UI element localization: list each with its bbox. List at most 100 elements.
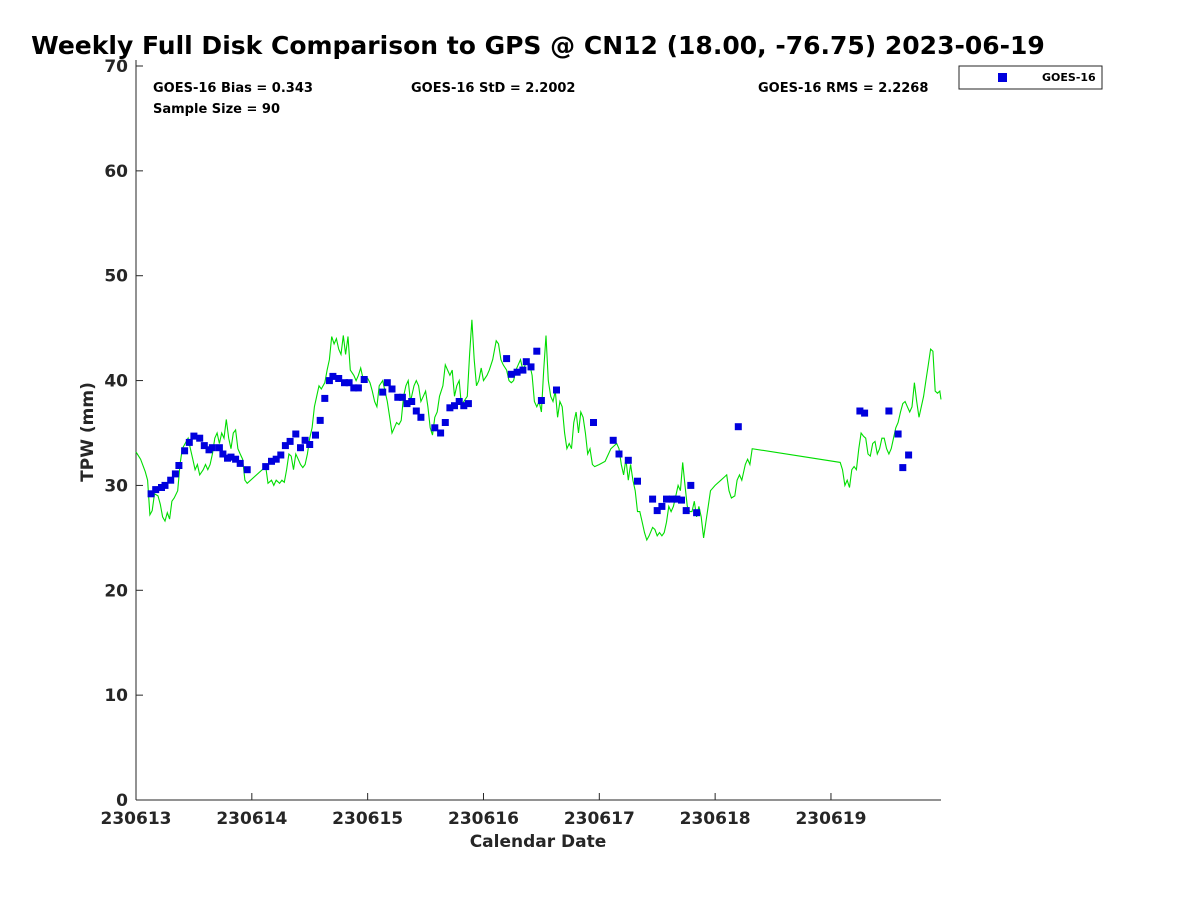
goes-16-point [292,430,300,438]
goes-16-point [503,355,511,363]
y-axis-label: TPW (mm) [78,382,98,482]
goes-16-point [341,379,348,387]
y-tick-label: 40 [104,372,128,392]
goes-16-point [437,429,445,437]
goes-16-point [236,459,244,467]
goes-16-point [350,384,358,392]
x-axis-label: Calendar Date [470,832,607,852]
goes-16-point [507,370,515,378]
goes-16-point [403,400,411,408]
legend: GOES-16 [958,65,1103,90]
goes-16-point [167,476,175,484]
goes-16-point [649,495,657,503]
x-axis-ticks: 230613 230614 230615 230616 230617 230618 2306… [101,793,866,829]
goes-16-point [208,444,216,452]
goes-16-point [455,398,463,405]
legend-box [958,65,1103,90]
goes-16-point [658,502,666,510]
goes-16-point [301,436,309,444]
goes-16-point [441,419,449,426]
goes-16-point [196,434,204,442]
goes-16-point [885,407,893,415]
goes-16-point [693,509,701,517]
goes-16-point [673,495,681,503]
bias-stat: GOES-16 Bias = 0.343 [153,81,313,96]
goes-16-point [262,463,270,471]
goes-16-point [527,363,535,371]
goes-16-point [533,347,541,355]
goes-16-point [329,372,337,380]
x-tick-label: 230615 [332,809,403,829]
goes-16-point [417,413,425,421]
gps-line [135,319,942,542]
goes-16-point [306,441,314,448]
std-stat: GOES-16 StD = 2.2002 [411,81,575,96]
goes-16-point [634,477,641,485]
goes-16-series [147,347,913,517]
goes-16-point [653,507,661,515]
goes-16-point [856,407,864,415]
goes-16-point [232,455,240,463]
goes-16-point [451,402,458,410]
goes-16-point [412,407,420,415]
goes-16-point [431,424,439,432]
goes-16-point [345,379,353,387]
goes-16-point [147,490,155,498]
x-tick-label: 230614 [216,809,287,829]
rms-stat: GOES-16 RMS = 2.2268 [758,81,928,96]
goes-16-point [609,436,617,444]
goes-16-point [861,409,869,417]
y-tick-label: 70 [104,57,128,77]
goes-16-point [277,451,285,459]
goes-16-point [185,438,193,446]
goes-16-point [272,455,280,463]
gps-series [135,319,942,542]
goes-16-point [464,400,472,408]
goes-16-point [687,481,695,489]
goes-16-point [181,447,189,455]
goes-16-point [446,404,454,412]
goes-16-point [175,462,183,469]
goes-16-point [360,376,368,383]
goes-16-point [905,451,913,459]
goes-16-point [590,419,597,426]
goes-16-point [663,495,670,503]
y-tick-label: 0 [116,791,128,811]
goes-16-point [312,431,319,439]
x-tick-label: 230618 [680,809,751,829]
legend-marker-goes-16 [998,73,1007,82]
goes-16-point [325,377,333,385]
goes-16-point [268,457,275,465]
goes-16-point [286,437,294,445]
goes-16-point [354,384,362,392]
goes-16-point [281,442,289,450]
y-tick-label: 30 [104,476,128,496]
chart-title: Weekly Full Disk Comparison to GPS @ CN1… [31,31,1045,60]
goes-16-point [678,496,685,504]
goes-16-point [215,444,223,452]
goes-16-point [624,456,632,464]
goes-16-point [519,366,527,374]
goes-16-point [460,402,468,410]
goes-16-point [219,450,227,458]
goes-16-point [190,432,198,440]
goes-16-point [321,394,329,402]
goes-16-point [200,442,208,450]
y-tick-label: 60 [104,162,128,182]
plot-area [135,60,941,801]
y-tick-label: 20 [104,581,128,601]
x-tick-label: 230616 [448,809,519,829]
x-tick-label: 230617 [564,809,635,829]
y-axis-ticks: 0 10 20 30 40 50 60 70 [104,57,143,811]
goes-16-point [398,393,406,401]
x-tick-label: 230613 [101,809,172,829]
goes-16-point [394,393,402,401]
goes-16-point [171,470,179,478]
goes-16-point [383,379,391,387]
legend-label-goes-16: GOES-16 [1042,71,1096,84]
goes-16-point [227,453,235,461]
y-tick-label: 50 [104,267,128,287]
goes-16-point [388,385,396,393]
